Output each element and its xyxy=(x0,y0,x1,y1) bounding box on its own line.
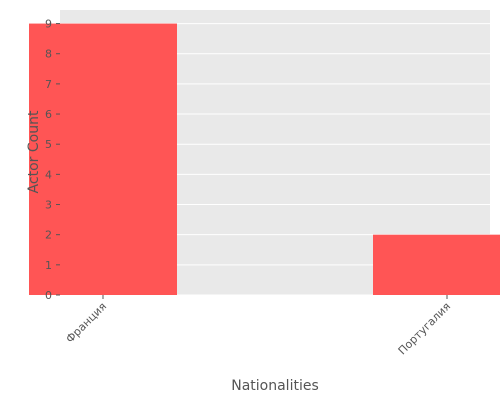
bar xyxy=(373,234,500,295)
bar xyxy=(29,23,177,295)
y-tick-label: 1 xyxy=(45,259,52,272)
y-axis-label: Actor Count xyxy=(26,110,42,193)
x-axis-label: Nationalities xyxy=(231,378,319,394)
x-axis: Франция Португалия xyxy=(63,295,453,357)
x-tick-label: Франция xyxy=(63,300,109,346)
y-tick-label: 4 xyxy=(45,168,52,181)
y-tick-label: 0 xyxy=(45,289,52,302)
y-tick-label: 9 xyxy=(45,18,52,31)
y-tick-label: 7 xyxy=(45,78,52,91)
y-tick-label: 5 xyxy=(45,138,52,151)
x-tick-label: Португалия xyxy=(396,300,453,357)
y-tick-label: 2 xyxy=(45,229,52,242)
y-tick-label: 6 xyxy=(45,108,52,121)
bars xyxy=(29,23,500,295)
y-tick-label: 8 xyxy=(45,48,52,61)
y-tick-label: 3 xyxy=(45,199,52,212)
y-axis: 0 1 2 3 4 5 6 7 8 9 xyxy=(45,18,60,302)
